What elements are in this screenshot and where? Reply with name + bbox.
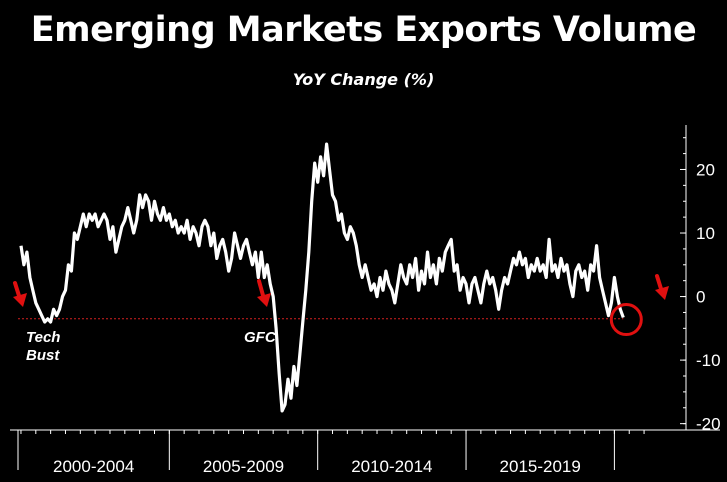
- x-period-label: 2015-2019: [500, 457, 581, 476]
- y-tick-label: -10: [696, 351, 721, 370]
- x-period-label: 2005-2009: [203, 457, 284, 476]
- highlight-circle: [609, 303, 643, 337]
- annotation-tech-bust: Tech Bust: [26, 329, 60, 364]
- y-tick-label: 0: [696, 288, 705, 307]
- tech-bust-arrow-head: [13, 293, 27, 307]
- chart-title: Emerging Markets Exports Volume: [30, 10, 697, 50]
- y-tick-label: 10: [696, 224, 715, 243]
- annotation-gfc: GFC: [244, 329, 277, 346]
- x-period-label: 2010-2014: [351, 457, 432, 476]
- chart-subtitle: YoY Change (%): [292, 70, 435, 89]
- series-line: [19, 142, 625, 413]
- current-arrow: [655, 274, 669, 300]
- current-arrow-head: [655, 286, 669, 300]
- gfc-arrow: [257, 279, 271, 307]
- x-period-label: 2000-2004: [53, 457, 134, 476]
- y-tick-label: -20: [696, 415, 721, 434]
- tech-bust-arrow: [13, 281, 27, 307]
- y-tick-label: 20: [696, 160, 715, 179]
- gfc-arrow-head: [257, 293, 271, 307]
